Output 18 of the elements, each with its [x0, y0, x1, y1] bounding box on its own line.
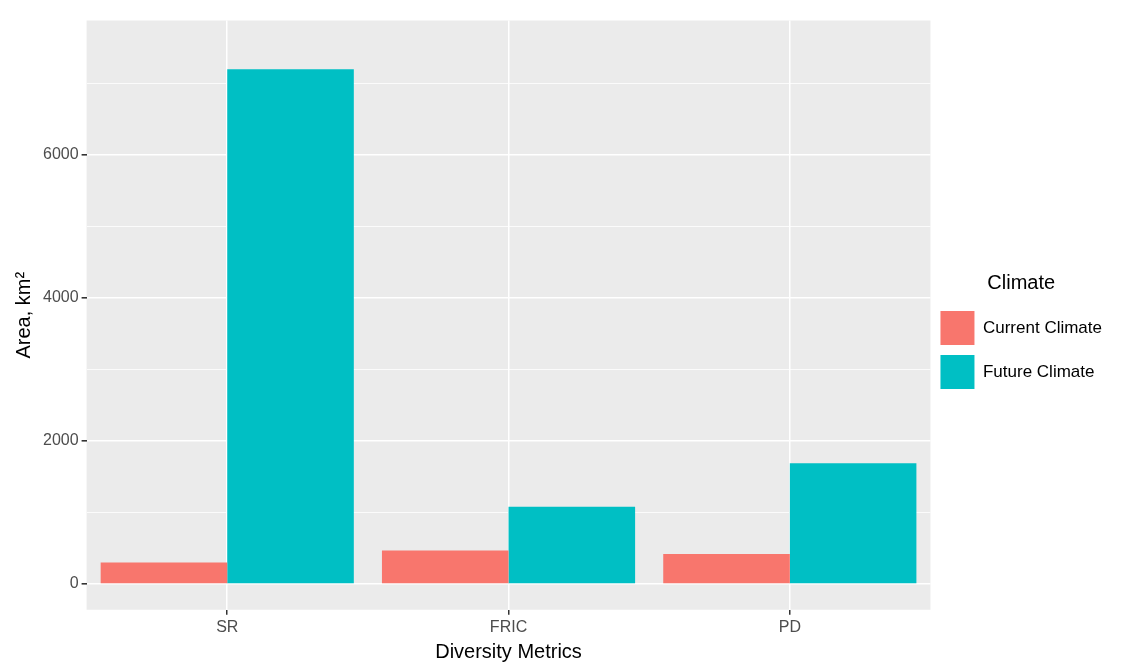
legend-label: Future Climate [982, 361, 1095, 381]
bar [663, 554, 790, 584]
x-tick-label: FRIC [489, 617, 528, 635]
y-tick-label: 0 [69, 574, 79, 592]
bar [100, 562, 228, 584]
x-tick-label: SR [216, 617, 239, 635]
x-axis-title: Diversity Metrics [435, 639, 582, 662]
y-tick-label: 2000 [43, 431, 79, 449]
y-tick-label: 4000 [43, 288, 79, 306]
legend-label: Current Climate [982, 317, 1103, 337]
bar [789, 463, 917, 584]
y-axis-title: Area, km² [11, 271, 34, 359]
bar [508, 506, 636, 584]
bar [381, 550, 509, 584]
bar [227, 69, 354, 584]
y-tick-label: 6000 [43, 145, 79, 163]
x-tick-label: PD [778, 617, 801, 635]
legend-title: Climate [987, 270, 1056, 293]
